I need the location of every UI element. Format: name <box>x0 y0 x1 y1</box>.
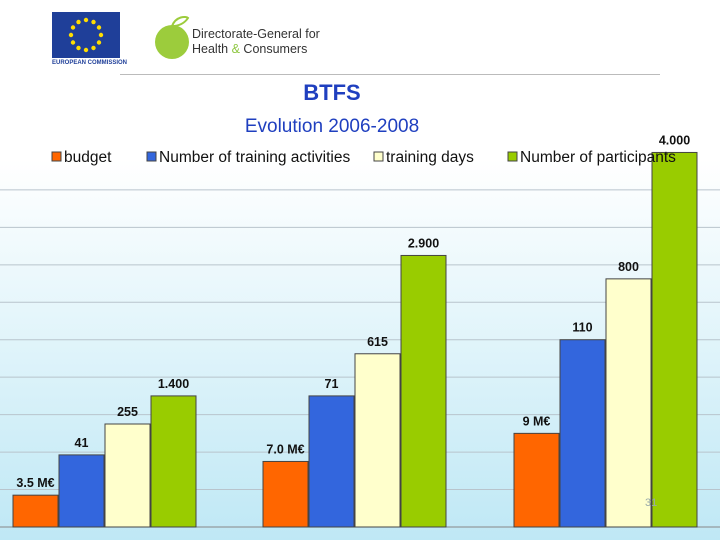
slide-header: EUROPEAN COMMISSION Directorate-General … <box>0 0 720 75</box>
eu-caption: EUROPEAN COMMISSION <box>52 60 128 66</box>
data-label: 615 <box>367 335 388 349</box>
eu-star-icon <box>70 25 76 30</box>
data-label: 71 <box>325 377 339 391</box>
data-label: 41 <box>75 436 89 450</box>
eu-star-icon <box>70 40 76 45</box>
bar-number-of-participants-2006 <box>150 395 197 528</box>
legend-swatch <box>51 151 62 162</box>
dg-consumers: Consumers <box>239 42 308 56</box>
bar-budget-2007 <box>262 460 309 528</box>
data-label: 7.0 M€ <box>266 442 304 456</box>
bar-number-of-training-activities-2007 <box>308 395 355 528</box>
dg-health: Health <box>192 42 232 56</box>
bar-training-days-2008 <box>605 278 652 528</box>
data-label: 3.5 M€ <box>16 476 54 490</box>
data-label: 2.900 <box>408 236 439 250</box>
bar-training-days-2007 <box>354 353 401 528</box>
data-label: 4.000 <box>659 133 690 147</box>
data-label: 255 <box>117 405 138 419</box>
page-number: 31 <box>645 497 658 509</box>
data-label: 110 <box>572 321 592 335</box>
bar-number-of-participants-2008 <box>651 151 698 528</box>
data-label: 1.400 <box>158 377 189 391</box>
legend-label: budget <box>64 149 112 166</box>
eu-star-icon <box>98 32 104 38</box>
eu-star-icon <box>76 19 81 25</box>
legend-label: Number of participants <box>520 149 676 166</box>
eu-stars-icon <box>68 17 104 53</box>
dg-name: Directorate-General for Health & Consume… <box>192 27 320 57</box>
eu-star-icon <box>68 32 74 38</box>
dg-health-consumers-logo: Directorate-General for Health & Consume… <box>152 14 352 64</box>
eu-star-icon <box>96 25 102 30</box>
eu-star-icon <box>91 19 96 25</box>
legend-swatch <box>507 151 518 162</box>
bar-budget-2008 <box>513 432 560 528</box>
eu-star-icon <box>76 45 81 51</box>
dg-line1: Directorate-General for <box>192 27 320 41</box>
legend-label: Number of training activities <box>159 149 350 166</box>
chart-area: 3.5 M€ 41 255 1.400 7.0 M€ 71 615 2.900 9 M€ 110 8… <box>0 75 720 540</box>
eu-star-icon <box>83 17 89 23</box>
eu-flag-icon <box>52 12 120 58</box>
bar-number-of-participants-2007 <box>400 254 447 528</box>
bar-number-of-training-activities-2006 <box>58 454 105 528</box>
legend-swatch <box>146 151 157 162</box>
chart-title: BTFS <box>303 80 360 105</box>
eu-star-icon <box>96 40 102 45</box>
eu-star-icon <box>83 47 89 53</box>
bar-chart: 3.5 M€ 41 255 1.400 7.0 M€ 71 615 2.900 9 M€ 110 8… <box>0 80 720 540</box>
bar-budget-2006 <box>12 494 59 528</box>
european-commission-logo: EUROPEAN COMMISSION <box>52 12 127 67</box>
header-rule <box>120 74 660 75</box>
apple-leaf-icon <box>155 16 190 59</box>
bar-training-days-2006 <box>104 423 151 528</box>
data-label: 800 <box>618 260 639 274</box>
legend-label: training days <box>386 149 474 166</box>
eu-star-icon <box>91 45 96 51</box>
data-label: 9 M€ <box>523 414 551 428</box>
dg-line2: Health & Consumers <box>192 42 320 57</box>
legend-swatch <box>373 151 384 162</box>
bar-number-of-training-activities-2008 <box>559 339 606 528</box>
dg-ampersand: & <box>231 42 240 56</box>
chart-subtitle: Evolution 2006-2008 <box>245 116 419 137</box>
